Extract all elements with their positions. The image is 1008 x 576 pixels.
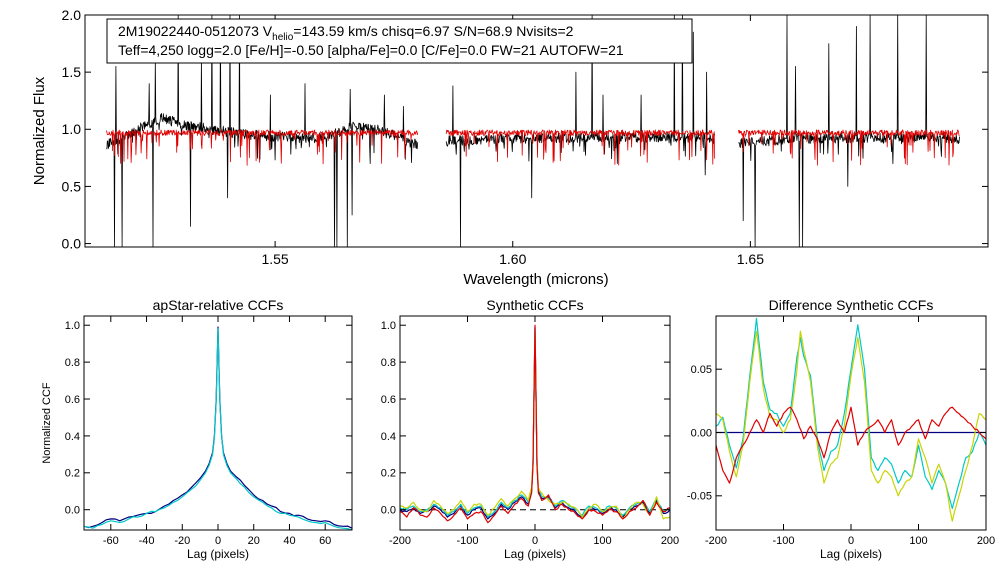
spectrum-axes: 1.55 1.60 1.65 0.0 0.5 1.0 1.5 2.0 [62,7,989,267]
difference-ccf-series-2 [716,330,986,522]
spectrum-y-tick-label: 2.0 [62,7,82,23]
synthetic-ccf-y-tick-label: 0.2 [381,468,396,480]
apstar-ccf-x-tick-label: 60 [319,535,331,547]
spectrum-info-box: 2M19022440-0512073 Vhelio=143.59 km/s ch… [106,18,693,64]
apstar-ccf-x-axis-label: Lag (pixels) [187,547,249,561]
apstar-ccf-plot-area [84,326,352,530]
synthetic-ccf-y-tick-label: 0.0 [381,505,396,517]
synthetic-ccf-x-tick-label: -100 [456,535,478,547]
apstar-ccf-panel: apStar-relative CCFs -60 -40 -20 0 20 40 60 0.0… [41,297,353,561]
difference-ccf-plot-area [716,317,986,522]
apstar-ccf-y-tick-label: 0.8 [65,357,80,369]
apstar-ccf-y-axis-label: Normalized CCF [41,382,53,464]
info-line-1-suffix: =143.59 km/s chisq=6.97 S/N=68.9 Nvisits… [293,23,573,39]
synthetic-ccf-x-tick-label: 100 [593,535,611,547]
difference-ccf-x-tick-label: 200 [977,535,995,547]
apstar-ccf-series-1 [84,328,352,530]
difference-ccf-series-1 [716,317,986,510]
synthetic-ccf-title: Synthetic CCFs [486,297,583,313]
synthetic-ccf-y-tick-label: 0.6 [381,394,396,406]
synthetic-spectrum-line [445,129,716,166]
synthetic-ccf-x-tick-label: 200 [661,535,679,547]
apstar-ccf-x-tick-label: 0 [215,535,221,547]
spectrum-y-tick-label: 1.0 [62,121,82,137]
difference-ccf-panel: Difference Synthetic CCFs -200 -100 0 100 20… [687,297,995,561]
spectrum-panel: 1.55 1.60 1.65 0.0 0.5 1.0 1.5 2.0 Wavelength (… [31,7,989,288]
observed-spectrum-line [445,15,716,247]
apstar-ccf-y-tick-label: 1.0 [65,320,80,332]
info-line-2: Teff=4,250 logg=2.0 [Fe/H]=-0.50 [alpha/… [118,42,624,58]
difference-ccf-x-tick-label: 100 [909,535,927,547]
apstar-ccf-x-tick-label: 40 [283,535,295,547]
synthetic-ccf-axes: -200 -100 0 100 200 0.0 0.2 0.4 0.6 0.8 1.0 [381,315,679,547]
info-line-1-subscript: helio [272,32,294,43]
apstar-ccf-axes: -60 -40 -20 0 20 40 60 0.0 0.2 0.4 0.6 0.8 1.0 [65,315,353,547]
difference-ccf-y-tick-label: 0.00 [691,427,712,439]
apstar-ccf-x-tick-label: -40 [139,535,155,547]
synthetic-ccf-y-tick-label: 1.0 [381,320,396,332]
apstar-ccf-series-0 [84,326,352,529]
synthetic-ccf-y-tick-label: 0.4 [381,431,396,443]
synthetic-spectrum-line [106,129,419,166]
info-box-frame [106,18,693,64]
spectrum-x-tick-label: 1.65 [737,251,764,267]
spectrum-x-axis-label: Wavelength (microns) [463,271,608,288]
difference-ccf-axes: -200 -100 0 100 200 -0.05 0.00 0.05 [687,315,995,547]
difference-ccf-x-tick-label: -200 [705,535,727,547]
difference-ccf-y-tick-label: 0.05 [691,364,712,376]
synthetic-ccf-x-tick-label: -200 [389,535,411,547]
synthetic-ccf-x-axis-label: Lag (pixels) [504,547,566,561]
difference-ccf-x-tick-label: -100 [772,535,794,547]
synthetic-spectrum-line [738,129,960,166]
apstar-ccf-x-tick-label: -20 [174,535,190,547]
spectrum-x-tick-label: 1.55 [261,251,288,267]
spectrum-y-tick-label: 0.5 [62,178,82,194]
difference-ccf-x-axis-label: Lag (pixels) [820,547,882,561]
spectrum-frame [84,14,989,248]
apstar-ccf-y-tick-label: 0.2 [65,468,80,480]
synthetic-ccf-plot-area [400,324,670,524]
apstar-ccf-y-tick-label: 0.4 [65,431,80,443]
synthetic-ccf-x-tick-label: 0 [532,535,538,547]
difference-ccf-y-tick-label: -0.05 [687,491,712,503]
apstar-ccf-x-tick-label: -60 [103,535,119,547]
difference-ccf-x-tick-label: 0 [848,535,854,547]
spectrum-labels: Wavelength (microns) Normalized Flux [31,76,609,288]
spectrum-y-tick-label: 1.5 [62,64,82,80]
apstar-ccf-title: apStar-relative CCFs [153,297,284,313]
info-line-1-prefix: 2M19022440-0512073 V [118,23,273,39]
spectrum-y-tick-label: 0.0 [62,235,82,251]
apstar-ccf-y-tick-label: 0.6 [65,394,80,406]
synthetic-ccf-panel: Synthetic CCFs -200 -100 0 100 200 0.0 0.2 0.4 0… [381,297,679,561]
apstar-ccf-x-tick-label: 20 [248,535,260,547]
spectrum-plot-area [106,15,960,247]
apstar-ccf-y-tick-label: 0.0 [65,505,80,517]
spectrum-y-axis-label: Normalized Flux [31,76,48,185]
difference-ccf-title: Difference Synthetic CCFs [769,297,934,313]
synthetic-ccf-series-3 [400,324,670,524]
difference-ccf-series-3 [716,406,986,484]
synthetic-ccf-y-tick-label: 0.8 [381,357,396,369]
info-line-1: 2M19022440-0512073 Vhelio=143.59 km/s ch… [118,23,574,43]
observed-spectrum-line [106,15,419,247]
spectrum-x-tick-label: 1.60 [499,251,526,267]
